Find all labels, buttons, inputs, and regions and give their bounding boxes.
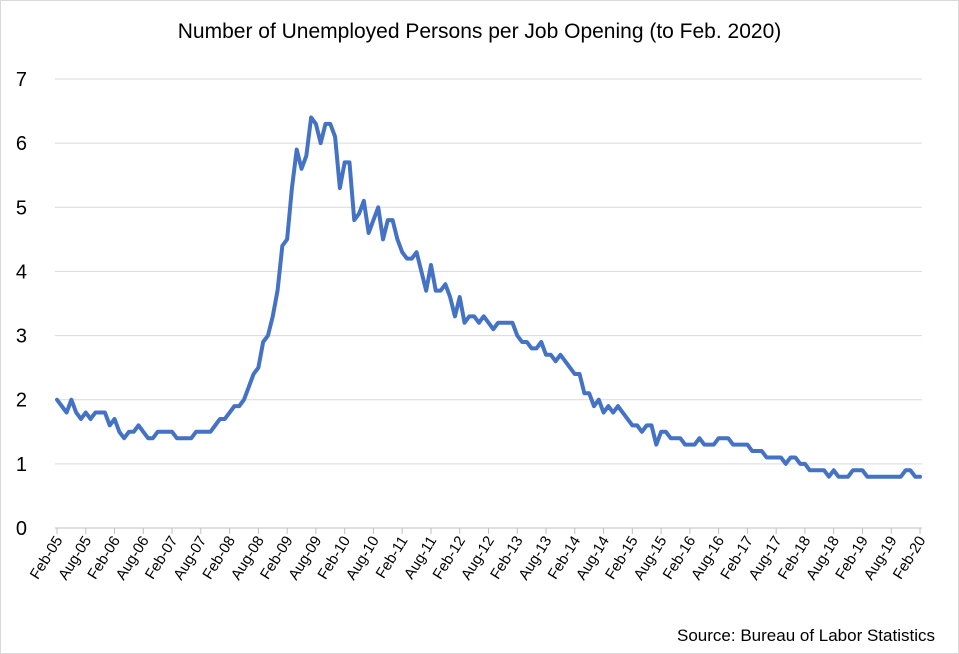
series-line <box>55 115 922 479</box>
y-tick-label: 0 <box>16 518 27 540</box>
y-tick-label: 3 <box>16 326 27 348</box>
y-tick-label: 6 <box>16 133 27 155</box>
y-tick-label: 1 <box>16 454 27 476</box>
y-axis-ticks: 0 1 2 3 4 5 6 7 <box>16 69 27 540</box>
y-tick-label: 4 <box>16 261 27 283</box>
y-tick-label: 5 <box>16 197 27 219</box>
x-axis-ticks: Feb-05Aug-05Feb-06Aug-06Feb-07Aug-07Feb-… <box>27 528 929 583</box>
y-tick-label: 7 <box>16 69 27 91</box>
y-tick-label: 2 <box>16 390 27 412</box>
source-note: Source: Bureau of Labor Statistics <box>677 626 935 645</box>
chart-title: Number of Unemployed Persons per Job Ope… <box>177 20 782 43</box>
gridlines <box>55 78 922 465</box>
